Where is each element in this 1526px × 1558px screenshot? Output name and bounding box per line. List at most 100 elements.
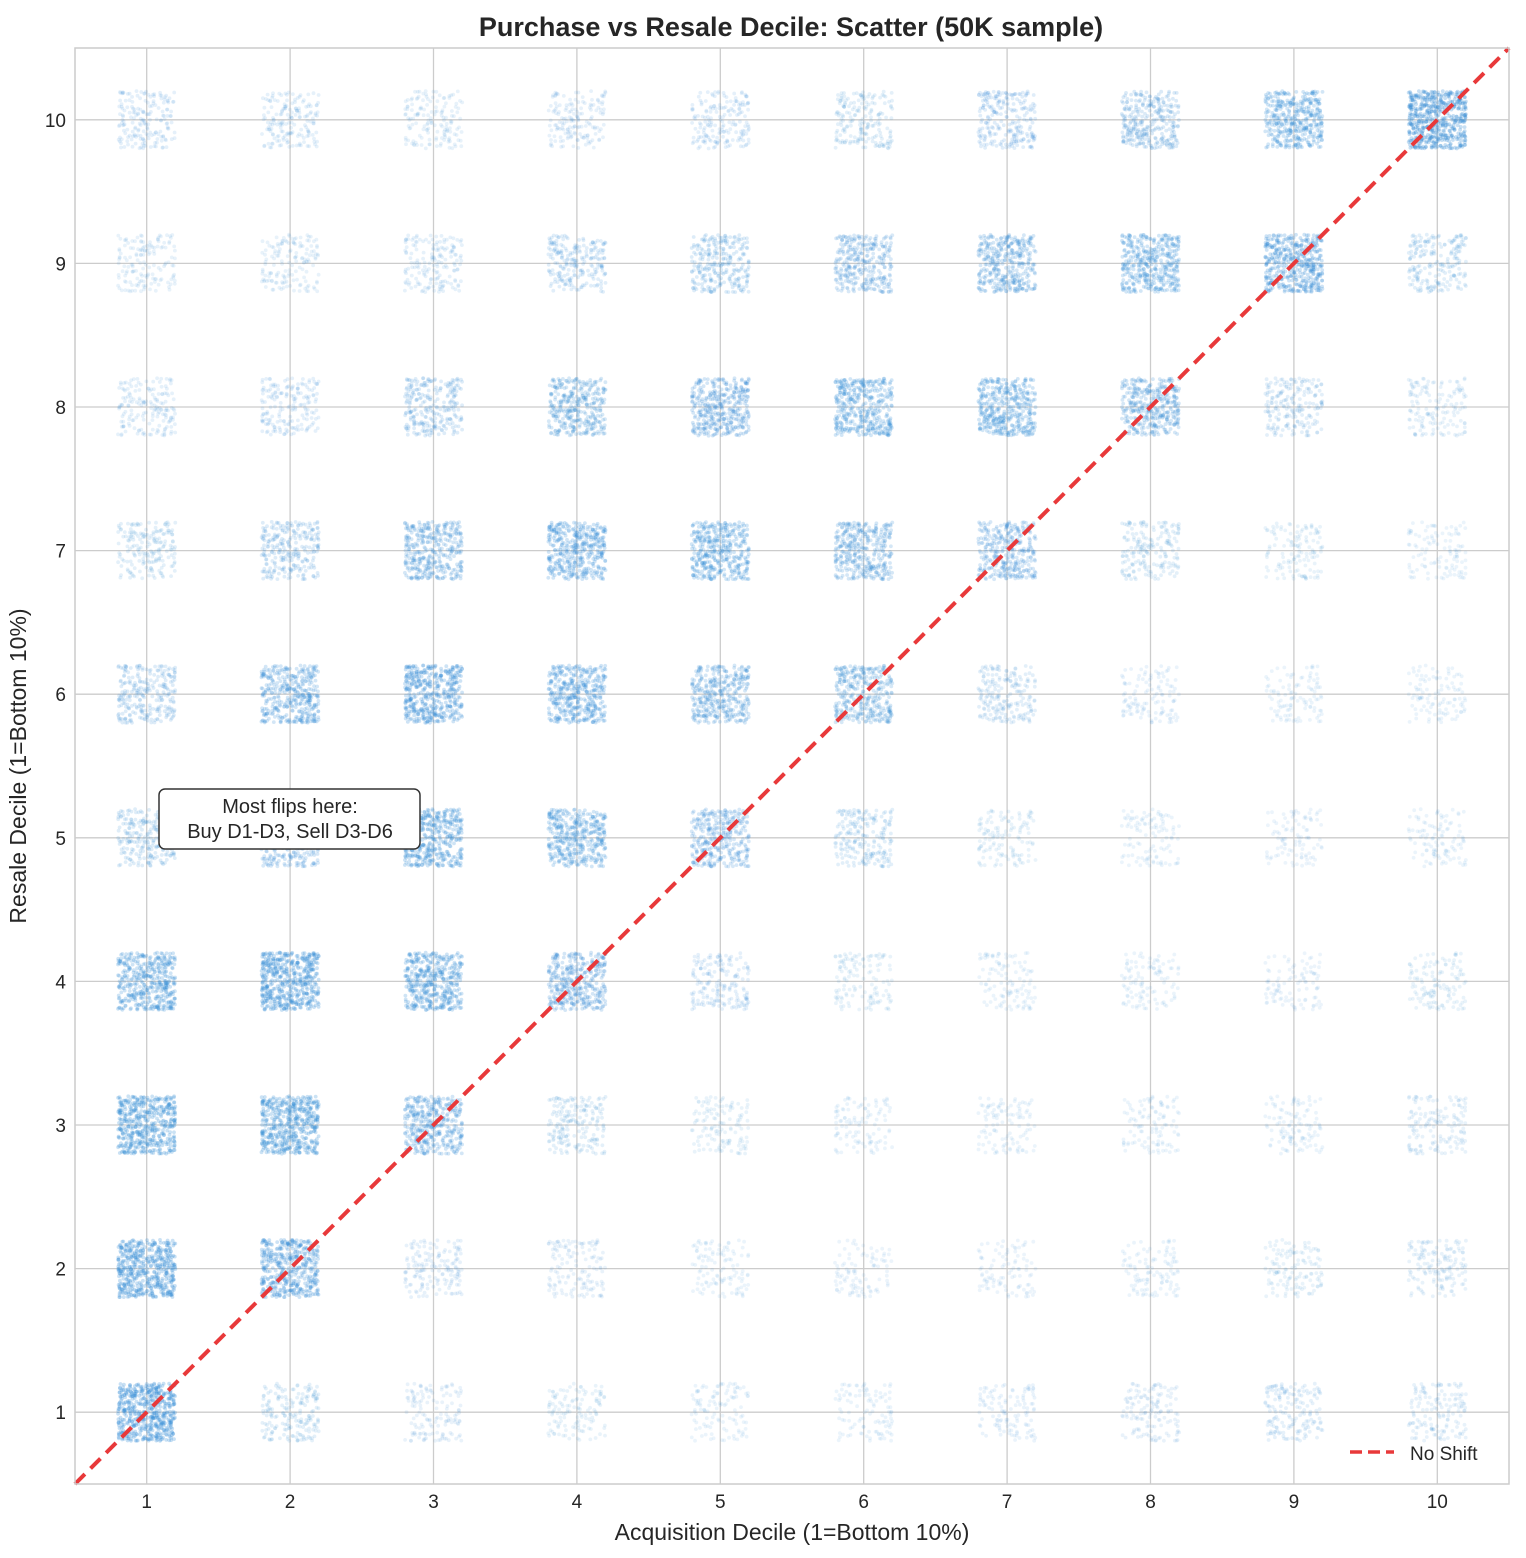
scatter-point [746, 1254, 750, 1258]
scatter-point [1290, 1402, 1294, 1406]
scatter-point [991, 1415, 995, 1419]
scatter-point [131, 1132, 135, 1136]
scatter-point [1018, 1274, 1022, 1278]
scatter-point [745, 1287, 749, 1291]
scatter-point [980, 1272, 984, 1276]
scatter-point [417, 1411, 421, 1415]
scatter-point [316, 1293, 320, 1297]
scatter-point [405, 1389, 409, 1393]
scatter-point [988, 1277, 992, 1281]
scatter-point [260, 1150, 264, 1154]
scatter-point [128, 1142, 132, 1146]
scatter-point [998, 1428, 1002, 1432]
scatter-point [1004, 1258, 1008, 1262]
scatter-point [300, 1135, 304, 1139]
scatter-point [125, 1129, 129, 1133]
scatter-point [1301, 1282, 1305, 1286]
scatter-point [405, 1258, 409, 1262]
scatter-point [459, 1439, 463, 1443]
scatter-point [316, 1245, 320, 1249]
scatter-point [1272, 1248, 1276, 1252]
scatter-point [855, 1290, 859, 1294]
scatter-point [1280, 1421, 1284, 1425]
scatter-point [131, 1244, 135, 1248]
scatter-point [288, 1252, 292, 1256]
scatter-point [590, 1280, 594, 1284]
scatter-point [264, 1243, 268, 1247]
scatter-point [1146, 1280, 1150, 1284]
scatter-point [308, 1145, 312, 1149]
scatter-point [305, 1274, 309, 1278]
scatter-point [145, 1282, 149, 1286]
scatter-point [121, 1261, 125, 1265]
scatter-point [553, 1419, 557, 1423]
scatter-point [261, 1404, 265, 1408]
scatter-point [1154, 1383, 1158, 1387]
scatter-point [691, 1393, 695, 1397]
scatter-point [574, 1240, 578, 1244]
scatter-point [1296, 1437, 1300, 1441]
scatter-point [150, 1418, 154, 1422]
scatter-point [1136, 1394, 1140, 1398]
scatter-point [133, 1430, 137, 1434]
scatter-point [291, 1143, 295, 1147]
scatter-point [294, 1134, 298, 1138]
scatter-point [313, 1146, 317, 1150]
scatter-point [437, 1254, 441, 1258]
scatter-point [740, 1272, 744, 1276]
scatter-point [295, 1286, 299, 1290]
scatter-point [734, 1412, 738, 1416]
scatter-point [730, 1395, 734, 1399]
scatter-point [1434, 1433, 1438, 1437]
scatter-point [159, 1113, 163, 1117]
scatter-point [167, 1438, 171, 1442]
scatter-point [135, 1115, 139, 1119]
scatter-point [158, 1431, 162, 1435]
scatter-point [420, 1423, 424, 1427]
scatter-point [1448, 1383, 1452, 1387]
scatter-point [449, 1393, 453, 1397]
scatter-point [1441, 1269, 1445, 1273]
scatter-point [284, 1395, 288, 1399]
scatter-point [1013, 1246, 1017, 1250]
scatter-point [549, 1428, 553, 1432]
scatter-point [985, 1280, 989, 1284]
scatter-point [277, 1394, 281, 1398]
scatter-point [1134, 1278, 1138, 1282]
scatter-point [557, 1408, 561, 1412]
scatter-point [414, 1425, 418, 1429]
scatter-point [1278, 1398, 1282, 1402]
scatter-point [721, 1420, 725, 1424]
scatter-point [454, 1266, 458, 1270]
scatter-point [1017, 1413, 1021, 1417]
scatter-point [551, 1255, 555, 1259]
scatter-point [304, 1136, 308, 1140]
scatter-point [566, 1408, 570, 1412]
scatter-point [582, 1251, 586, 1255]
scatter-point [1290, 1436, 1294, 1440]
scatter-point [1135, 1253, 1139, 1257]
scatter-point [588, 1265, 592, 1269]
scatter-point [982, 1390, 986, 1394]
scatter-point [118, 1117, 122, 1121]
scatter-point [1437, 1273, 1441, 1277]
scatter-point [269, 1275, 273, 1279]
scatter-point [450, 1401, 454, 1405]
scatter-point [563, 1424, 567, 1428]
scatter-point [172, 1106, 176, 1110]
scatter-point [1152, 1257, 1156, 1261]
scatter-point [1267, 1405, 1271, 1409]
scatter-point [1272, 1432, 1276, 1436]
scatter-point [1128, 1293, 1132, 1297]
scatter-point [1136, 1435, 1140, 1439]
scatter-point [601, 1251, 605, 1255]
scatter-point [130, 1137, 134, 1141]
scatter-point [1156, 1406, 1160, 1410]
scatter-point [449, 1273, 453, 1277]
scatter-point [147, 1432, 151, 1436]
scatter-point [1309, 1399, 1313, 1403]
scatter-point [884, 1415, 888, 1419]
scatter-point [1412, 1253, 1416, 1257]
scatter-point [440, 1400, 444, 1404]
scatter-point [742, 1420, 746, 1424]
